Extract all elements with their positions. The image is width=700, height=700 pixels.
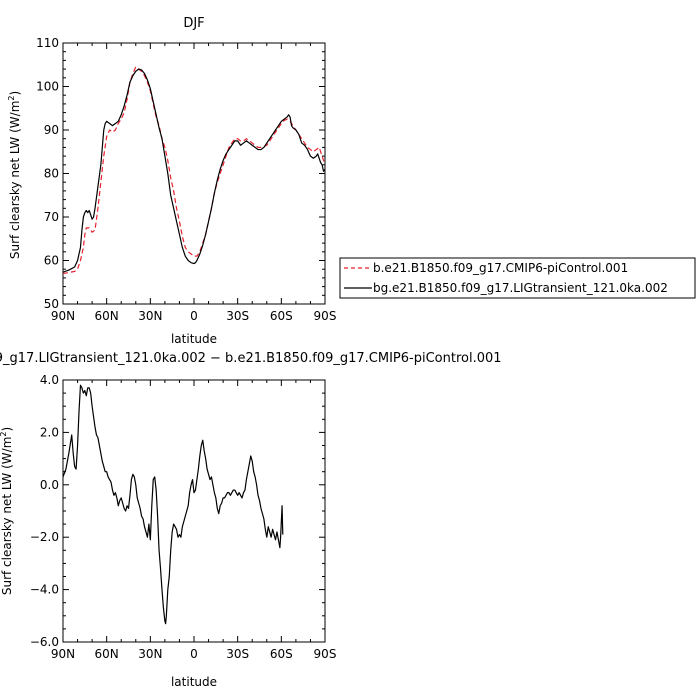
top-x-tick-label: 60S (270, 309, 293, 323)
bottom-y-tick-label: 4.0 (40, 373, 59, 387)
bottom-y-tick-label: −4.0 (30, 583, 59, 597)
top-x-tick-label: 90S (314, 309, 337, 323)
top-y-tick-label: 110 (36, 36, 59, 50)
bottom-chart-title: bg.e21.B1850.f09_g17.LIGtransient_121.0k… (0, 351, 502, 366)
top-plot-frame (62, 42, 326, 305)
top-x-tick-label: 0 (190, 309, 198, 323)
legend-label-1: b.e21.B1850.f09_g17.CMIP6-piControl.001 (373, 261, 628, 275)
bottom-y-tick-label: −6.0 (30, 635, 59, 649)
top-y-tick-label: 100 (36, 80, 59, 94)
top-y-tick-label: 70 (44, 210, 59, 224)
bottom-y-tick-label: 0.0 (40, 478, 59, 492)
bottom-x-tick-label: 90S (314, 647, 337, 661)
bottom-y-tick-label: 2.0 (40, 425, 59, 439)
bottom-x-tick-label: 60S (270, 647, 293, 661)
bottom-x-axis-label: latitude (171, 675, 217, 689)
top-y-tick-label: 80 (44, 167, 59, 181)
bottom-x-tick-label: 90N (51, 647, 75, 661)
bottom-panel: bg.e21.B1850.f09_g17.LIGtransient_121.0k… (0, 351, 502, 689)
top-x-tick-label: 60N (95, 309, 119, 323)
bottom-y-axis-label: Surf clearsky net LW (W/m2) (0, 427, 14, 595)
legend-label-2: bg.e21.B1850.f09_g17.LIGtransient_121.0k… (373, 281, 668, 295)
bottom-x-tick-label: 60N (95, 647, 119, 661)
top-y-axis-label: Surf clearsky net LW (W/m2) (7, 91, 22, 259)
bottom-series-line-1 (63, 384, 284, 625)
top-panel: DJF 90N 60N 30N 0 30S 60S 90S 50 60 70 80 90 100 110… (7, 16, 336, 346)
top-x-tick-label: 90N (51, 309, 75, 323)
bottom-x-tick-label: 30N (138, 647, 162, 661)
bottom-plot-frame (62, 379, 326, 643)
top-x-tick-label: 30N (138, 309, 162, 323)
top-x-tick-label: 30S (226, 309, 249, 323)
bottom-y-tick-label: −2.0 (30, 530, 59, 544)
top-series-line-1 (63, 66, 325, 275)
legend: b.e21.B1850.f09_g17.CMIP6-piControl.001 … (339, 257, 696, 299)
top-y-tick-label: 60 (44, 254, 59, 268)
top-series-line-2 (63, 68, 325, 273)
legend-box (339, 257, 696, 299)
bottom-x-tick-label: 30S (226, 647, 249, 661)
top-chart-title: DJF (183, 16, 204, 31)
top-y-tick-label: 50 (44, 297, 59, 311)
bottom-x-tick-label: 0 (190, 647, 198, 661)
top-x-axis-label: latitude (171, 332, 217, 346)
top-y-tick-label: 90 (44, 123, 59, 137)
